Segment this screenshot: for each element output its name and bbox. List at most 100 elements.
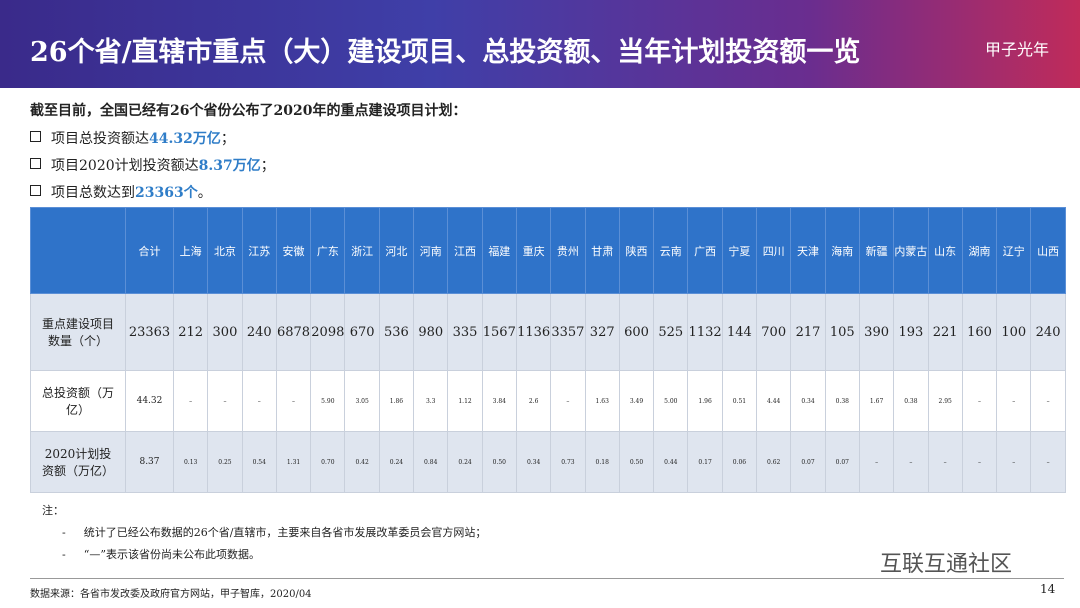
table-cell: 0.06 (721, 431, 758, 493)
table-cell: 0.17 (687, 431, 723, 493)
table-cell: 5.90 (310, 370, 346, 432)
table-cell: 2098 (310, 293, 346, 371)
table-cell: 327 (584, 293, 620, 371)
row-label: 2020计划投资额（万亿） (30, 431, 126, 493)
table-cell: 3.84 (481, 370, 517, 432)
column-header: 江西 (447, 207, 483, 294)
column-header: 辽宁 (996, 207, 1032, 294)
table-cell: 0.25 (207, 431, 243, 493)
column-header: 贵州 (550, 207, 586, 294)
table-cell: – (172, 370, 209, 432)
table-cell: – (241, 370, 277, 432)
table-cell: 1132 (687, 293, 723, 371)
table-cell: 240 (1030, 293, 1066, 371)
table-cell: – (550, 370, 586, 432)
table-cell: 0.51 (721, 370, 758, 432)
table-cell: 1.96 (687, 370, 723, 432)
table-cell: 144 (721, 293, 758, 371)
bullet: 项目总投资额达44.32万亿； (30, 128, 235, 148)
table-cell: 300 (207, 293, 243, 371)
column-header: 云南 (653, 207, 689, 294)
table-cell: 525 (653, 293, 689, 371)
table-cell: 105 (824, 293, 860, 371)
column-header: 海南 (824, 207, 860, 294)
bullet: 项目2020计划投资额达8.37万亿； (30, 155, 275, 175)
table-cell: 536 (378, 293, 415, 371)
column-header: 山西 (1030, 207, 1066, 294)
table-cell: – (858, 431, 895, 493)
column-header: 山东 (927, 207, 963, 294)
table-cell: 0.70 (310, 431, 346, 493)
table-cell: 221 (927, 293, 963, 371)
column-header: 湖南 (961, 207, 998, 294)
title: 26个省/直辖市重点（大）建设项目、总投资额、当年计划投资额一览 (30, 37, 861, 68)
footer-line (30, 578, 1064, 579)
table-cell: – (1030, 370, 1066, 432)
note: - 统计了已经公布数据的26个省/直辖市，主要来自各省市发展改革委员会官方网站； (62, 524, 486, 540)
row-label: 总投资额（万亿） (30, 370, 126, 432)
table-cell: 0.34 (515, 431, 552, 493)
table-cell: 1.63 (584, 370, 620, 432)
table-cell: 980 (413, 293, 449, 371)
table-cell: 0.73 (550, 431, 586, 493)
table-cell: 0.13 (172, 431, 209, 493)
table-cell: 0.84 (413, 431, 449, 493)
table-cell: 2.6 (515, 370, 552, 432)
column-header: 河北 (378, 207, 415, 294)
column-header: 江苏 (241, 207, 277, 294)
table-cell: 0.18 (584, 431, 620, 493)
column-header: 河南 (413, 207, 449, 294)
column-header: 甘肃 (584, 207, 620, 294)
column-header: 天津 (790, 207, 826, 294)
column-header: 福建 (481, 207, 517, 294)
logo: 甲子光年 (985, 40, 1050, 59)
row-label: 重点建设项目数量（个） (30, 293, 126, 371)
table-cell: 0.34 (790, 370, 826, 432)
note: - “—”表示该省份尚未公布此项数据。 (62, 546, 260, 562)
table-cell: – (961, 431, 998, 493)
table-cell: 1.67 (858, 370, 895, 432)
column-header: 重庆 (515, 207, 552, 294)
bullet-end: ； (260, 158, 275, 174)
column-header: 陕西 (618, 207, 655, 294)
table-cell: 0.44 (653, 431, 689, 493)
bullet-text: 项目总数达到 (51, 185, 135, 201)
bullet-end: 。 (197, 185, 212, 201)
column-header: 合计 (125, 207, 174, 294)
table-cell: 100 (996, 293, 1032, 371)
table-cell: 0.07 (790, 431, 826, 493)
column-header: 四川 (756, 207, 792, 294)
column-header: 广东 (310, 207, 346, 294)
bullet-end: ； (220, 131, 235, 147)
column-header: 广西 (687, 207, 723, 294)
table-cell: 0.24 (378, 431, 415, 493)
table-cell: 240 (241, 293, 277, 371)
table-cell: – (1030, 431, 1066, 493)
table-cell: 212 (172, 293, 209, 371)
bullet-box (30, 131, 41, 142)
bullet-highlight: 8.37万亿 (198, 158, 261, 174)
table-cell: 1136 (515, 293, 552, 371)
table-cell: 0.50 (618, 431, 655, 493)
bullet-text: 项目总投资额达 (51, 131, 149, 147)
column-header: 内蒙古 (893, 207, 929, 294)
table-cell: – (996, 370, 1032, 432)
table-cell: 8.37 (125, 431, 174, 493)
title-bar (0, 0, 1080, 88)
bullet-highlight: 44.32万亿 (149, 131, 221, 147)
table-cell: 670 (344, 293, 380, 371)
column-header: 上海 (172, 207, 209, 294)
table-cell: 0.62 (756, 431, 792, 493)
table-cell: 23363 (125, 293, 174, 371)
bullet-box (30, 185, 41, 196)
table-cell: 1.12 (447, 370, 483, 432)
table-cell: 0.42 (344, 431, 380, 493)
page-number: 14 (1040, 582, 1056, 596)
column-header: 安徽 (275, 207, 312, 294)
table-cell: 1.86 (378, 370, 415, 432)
table-row: 总投资额（万亿） 44.32– – – –5.90 3.05 1.86 3.3 1.12 3.84… (30, 370, 1066, 432)
table-cell: 0.38 (824, 370, 860, 432)
table-cell: – (207, 370, 243, 432)
table-cell: – (927, 431, 963, 493)
